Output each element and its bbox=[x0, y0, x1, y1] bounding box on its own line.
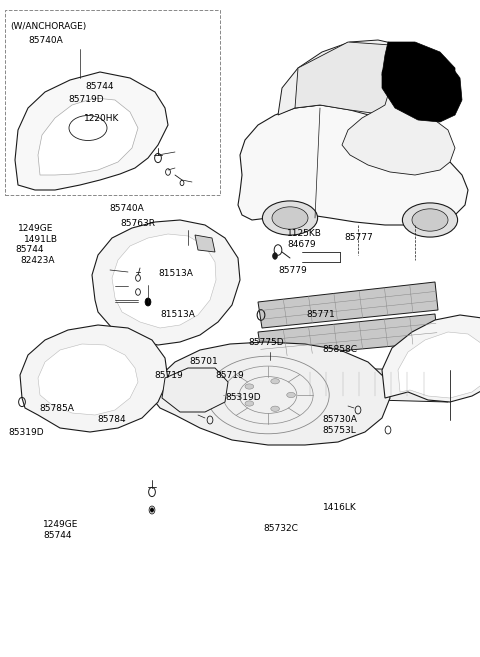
Text: (W/ANCHORAGE): (W/ANCHORAGE) bbox=[11, 22, 87, 31]
Text: 85744: 85744 bbox=[15, 245, 44, 254]
Text: 1491LB: 1491LB bbox=[24, 235, 58, 244]
Text: 82423A: 82423A bbox=[21, 256, 55, 265]
Ellipse shape bbox=[245, 384, 254, 389]
Ellipse shape bbox=[402, 203, 457, 237]
Polygon shape bbox=[92, 220, 240, 345]
Polygon shape bbox=[295, 42, 445, 118]
Text: 1220HK: 1220HK bbox=[84, 114, 120, 123]
Text: 85730A: 85730A bbox=[323, 415, 358, 424]
Polygon shape bbox=[382, 315, 480, 402]
Polygon shape bbox=[152, 342, 390, 445]
Text: 85719D: 85719D bbox=[69, 95, 104, 104]
Polygon shape bbox=[342, 95, 455, 175]
Polygon shape bbox=[398, 332, 480, 398]
Text: 85740A: 85740A bbox=[29, 36, 63, 45]
Circle shape bbox=[273, 253, 277, 260]
Text: 85719: 85719 bbox=[215, 371, 244, 380]
Text: 85701: 85701 bbox=[190, 357, 218, 366]
Text: 85740A: 85740A bbox=[109, 204, 144, 214]
Polygon shape bbox=[382, 42, 455, 112]
Polygon shape bbox=[382, 48, 462, 122]
Text: 85732C: 85732C bbox=[263, 524, 298, 533]
Text: 81513A: 81513A bbox=[158, 269, 193, 278]
Text: 1249GE: 1249GE bbox=[43, 520, 79, 529]
Ellipse shape bbox=[271, 406, 279, 411]
Text: 85858C: 85858C bbox=[323, 345, 358, 354]
Ellipse shape bbox=[263, 201, 318, 235]
Ellipse shape bbox=[272, 207, 308, 229]
Text: 85779: 85779 bbox=[278, 266, 307, 275]
Text: 85719: 85719 bbox=[155, 371, 183, 380]
Polygon shape bbox=[195, 235, 215, 252]
Text: 85777: 85777 bbox=[345, 233, 373, 242]
Polygon shape bbox=[258, 314, 438, 358]
Circle shape bbox=[151, 508, 154, 512]
Polygon shape bbox=[258, 282, 438, 328]
Polygon shape bbox=[38, 344, 138, 415]
Polygon shape bbox=[278, 40, 452, 125]
Text: 85784: 85784 bbox=[97, 415, 126, 424]
Text: 1125KB: 1125KB bbox=[287, 229, 322, 238]
Text: 81513A: 81513A bbox=[161, 309, 196, 319]
Text: 84679: 84679 bbox=[287, 240, 316, 249]
Polygon shape bbox=[238, 105, 468, 225]
Polygon shape bbox=[162, 368, 228, 412]
Text: 85775D: 85775D bbox=[249, 338, 284, 348]
Text: 1416LK: 1416LK bbox=[323, 503, 356, 512]
Text: 85785A: 85785A bbox=[39, 404, 74, 413]
Polygon shape bbox=[302, 368, 450, 402]
Text: 85753L: 85753L bbox=[323, 426, 356, 436]
Text: 85744: 85744 bbox=[43, 531, 72, 540]
Text: 85744: 85744 bbox=[85, 82, 114, 91]
Text: 1249GE: 1249GE bbox=[18, 224, 54, 233]
Polygon shape bbox=[112, 234, 216, 328]
Circle shape bbox=[145, 298, 151, 306]
Ellipse shape bbox=[245, 401, 254, 406]
Ellipse shape bbox=[287, 392, 295, 397]
Text: 85763R: 85763R bbox=[120, 219, 155, 228]
Polygon shape bbox=[38, 98, 138, 175]
Ellipse shape bbox=[412, 209, 448, 231]
Text: 85319D: 85319D bbox=[226, 393, 261, 402]
Polygon shape bbox=[15, 72, 168, 190]
Ellipse shape bbox=[271, 378, 279, 384]
Text: 85771: 85771 bbox=[306, 309, 335, 319]
Text: 85319D: 85319D bbox=[9, 428, 44, 437]
Polygon shape bbox=[20, 325, 168, 432]
